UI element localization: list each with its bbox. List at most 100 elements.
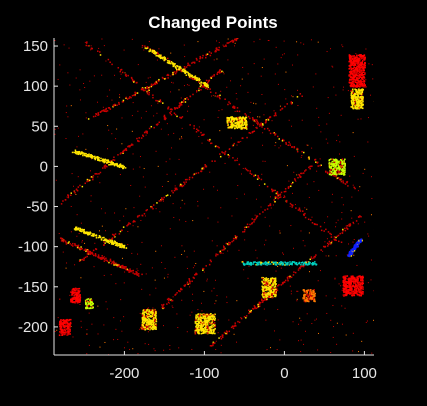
data-point	[298, 207, 301, 210]
data-point	[184, 250, 186, 252]
data-point	[332, 336, 334, 338]
data-point	[265, 294, 267, 297]
data-point	[364, 56, 366, 59]
data-point	[131, 94, 134, 97]
data-point	[350, 210, 352, 212]
data-point	[276, 135, 279, 138]
data-point	[198, 324, 201, 327]
data-point	[226, 42, 229, 44]
data-point	[218, 72, 221, 74]
data-point	[133, 81, 135, 83]
data-point	[84, 231, 87, 234]
data-point	[112, 241, 114, 244]
data-point	[68, 324, 71, 326]
data-point	[348, 54, 351, 56]
data-point	[162, 58, 164, 60]
data-point	[265, 289, 267, 292]
data-point	[296, 300, 298, 302]
data-point	[287, 187, 290, 189]
data-point	[116, 243, 118, 246]
data-point	[102, 167, 104, 169]
data-point	[296, 96, 299, 98]
data-point	[91, 157, 93, 159]
data-point	[351, 67, 353, 70]
data-point	[299, 93, 302, 95]
data-point	[291, 262, 293, 265]
data-point	[117, 243, 120, 245]
data-point	[147, 307, 149, 309]
data-point	[218, 71, 220, 73]
data-point	[80, 320, 82, 322]
data-point	[227, 42, 230, 44]
data-point	[351, 294, 354, 297]
data-point	[169, 298, 171, 300]
data-point	[103, 255, 105, 257]
data-point	[358, 68, 361, 71]
data-point	[272, 284, 274, 287]
data-point	[209, 318, 211, 320]
data-point	[353, 254, 355, 256]
data-point	[117, 264, 119, 266]
data-point	[231, 240, 233, 243]
data-point	[344, 285, 346, 288]
data-point	[127, 74, 129, 77]
data-point	[74, 149, 77, 151]
data-point	[216, 73, 218, 76]
data-point	[206, 82, 209, 84]
data-point	[204, 327, 207, 330]
data-point	[65, 267, 67, 269]
data-point	[212, 94, 214, 96]
data-point	[116, 128, 118, 130]
data-point	[101, 38, 103, 40]
data-point	[199, 325, 201, 327]
data-point	[284, 190, 287, 193]
data-point	[361, 103, 363, 106]
data-point	[159, 211, 161, 213]
data-point	[266, 286, 268, 289]
data-point	[331, 172, 333, 175]
data-point	[189, 314, 191, 316]
data-point	[264, 277, 266, 280]
data-point	[71, 173, 73, 175]
data-point	[287, 275, 290, 278]
data-point	[348, 285, 351, 287]
data-point	[197, 331, 200, 334]
data-point	[325, 138, 327, 140]
data-point	[318, 189, 320, 191]
data-point	[204, 164, 206, 166]
data-point	[71, 151, 74, 154]
data-point	[145, 134, 147, 136]
data-point	[355, 66, 358, 69]
data-point	[155, 311, 157, 313]
data-point	[345, 280, 347, 283]
data-point	[350, 97, 353, 99]
data-point	[77, 301, 80, 303]
data-point	[351, 196, 353, 198]
data-point	[266, 262, 268, 265]
data-point	[70, 205, 72, 207]
data-point	[268, 282, 271, 285]
data-point	[221, 336, 224, 339]
data-point	[356, 106, 359, 108]
data-point	[86, 353, 88, 355]
data-point	[352, 99, 355, 101]
data-point	[301, 150, 303, 153]
data-point	[263, 287, 265, 289]
data-point	[362, 291, 364, 293]
data-point	[371, 259, 373, 261]
data-point	[79, 89, 81, 91]
data-point	[206, 280, 208, 282]
data-point	[106, 259, 108, 262]
data-point	[358, 291, 361, 294]
data-point	[74, 288, 77, 291]
data-point	[155, 81, 157, 83]
data-point	[161, 304, 163, 306]
data-point	[64, 329, 67, 332]
data-point	[342, 89, 344, 91]
data-point	[225, 332, 227, 335]
data-point	[71, 298, 74, 300]
data-point	[144, 47, 147, 49]
data-point	[274, 196, 277, 198]
data-point	[188, 74, 190, 77]
data-point	[253, 175, 255, 178]
